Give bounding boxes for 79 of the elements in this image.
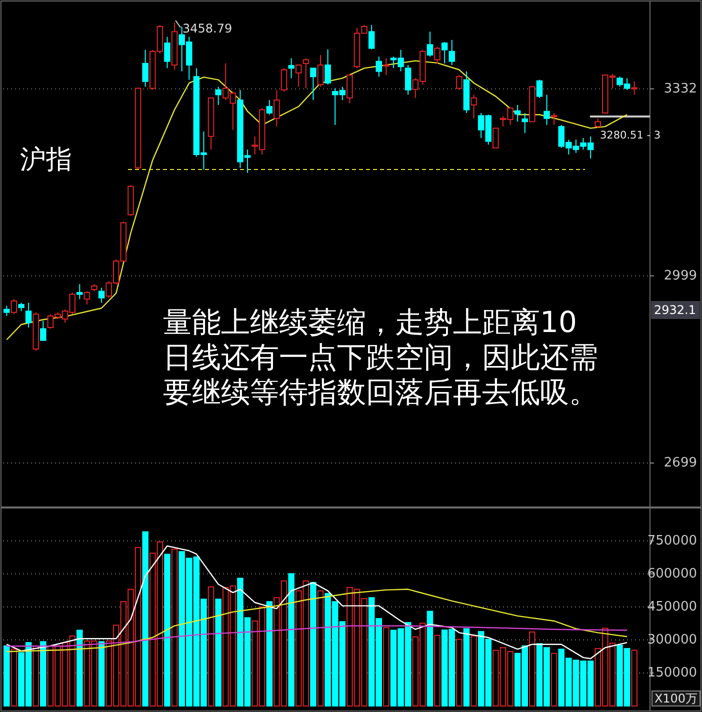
candlestick xyxy=(441,42,448,64)
candlestick xyxy=(164,36,170,69)
line-series xyxy=(6,625,628,647)
bar xyxy=(10,648,18,706)
y-tick-label: 3332 xyxy=(664,81,697,96)
candlestick xyxy=(383,58,390,76)
bar xyxy=(470,635,477,706)
candlestick xyxy=(295,64,302,88)
candlestick xyxy=(376,56,382,78)
candlestick xyxy=(368,24,375,50)
candlestick xyxy=(266,100,273,116)
y-axis-title: X100万 xyxy=(654,692,698,706)
y-tick-label: 2699 xyxy=(664,456,697,471)
candlestick xyxy=(10,298,18,315)
candlestick xyxy=(4,305,10,316)
candlestick xyxy=(302,58,310,89)
bar xyxy=(171,548,178,706)
candlestick xyxy=(631,80,638,96)
bar xyxy=(4,645,10,706)
ref-line-label: 3280.51 - 3 xyxy=(600,130,661,142)
candlestick xyxy=(550,112,558,126)
candlestick xyxy=(25,302,32,328)
y-tick-label: 2999 xyxy=(664,268,697,284)
bar xyxy=(631,650,638,706)
text: 2932.1 xyxy=(654,303,696,317)
candlestick xyxy=(98,287,105,304)
candlestick xyxy=(84,290,90,306)
bar xyxy=(288,573,294,706)
candlestick xyxy=(470,94,477,119)
bar xyxy=(383,627,390,706)
candlestick xyxy=(522,112,528,134)
candlestick xyxy=(514,104,521,122)
y-tick-label: 750000 xyxy=(647,533,697,548)
bar xyxy=(310,582,316,706)
y-tick-label: 150000 xyxy=(647,665,697,680)
y-tick-label: 600000 xyxy=(647,566,697,582)
bar xyxy=(266,601,273,706)
bar xyxy=(529,632,536,706)
bar xyxy=(215,598,222,706)
candlestick xyxy=(317,54,324,88)
candlestick xyxy=(310,68,316,101)
candlestick xyxy=(492,128,499,148)
candlestick xyxy=(288,58,294,79)
y-tick-label: 450000 xyxy=(647,599,697,614)
candlestick xyxy=(142,49,148,88)
candlestick xyxy=(280,68,288,92)
candlestick xyxy=(536,79,543,98)
bar xyxy=(426,610,434,706)
candlestick xyxy=(274,89,280,128)
annotation: 3458.79 xyxy=(182,22,232,36)
candlestick xyxy=(40,320,46,341)
bar xyxy=(208,586,214,706)
y-tick-label: 300000 xyxy=(647,632,697,648)
candlestick xyxy=(426,31,434,58)
annotation: 量能上继续萎缩，走势上距离10日线还有一点下跌空间，因此还需要继续等待指数回落后再去低吸。 xyxy=(163,305,598,409)
bar xyxy=(98,641,105,706)
candlestick xyxy=(456,74,462,90)
candlestick xyxy=(434,46,440,64)
line-series xyxy=(6,545,628,660)
bar xyxy=(550,652,558,706)
candlestick xyxy=(324,48,331,86)
candlestick xyxy=(594,118,601,129)
bar xyxy=(456,638,462,706)
candlestick xyxy=(404,64,412,96)
line-series xyxy=(6,588,628,652)
bar xyxy=(32,645,39,706)
bar xyxy=(164,554,170,706)
bar xyxy=(76,630,83,706)
bar xyxy=(434,634,440,706)
bar xyxy=(317,590,324,706)
candlestick xyxy=(448,39,456,66)
bar xyxy=(142,531,148,706)
bar xyxy=(40,641,46,706)
annotation: 沪指 xyxy=(20,145,72,175)
bar xyxy=(463,628,470,706)
candlestick xyxy=(215,86,222,106)
candlestick xyxy=(76,284,83,300)
candlestick xyxy=(544,94,550,126)
candlestick xyxy=(346,74,353,104)
